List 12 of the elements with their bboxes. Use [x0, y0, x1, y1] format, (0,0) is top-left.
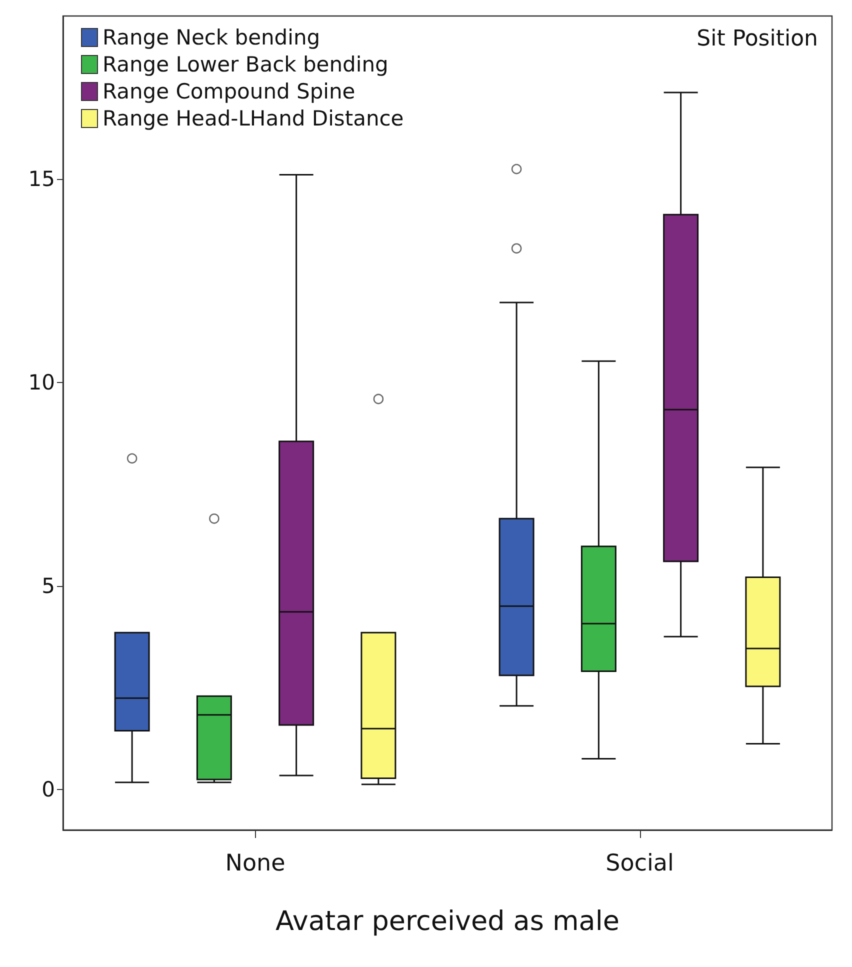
x-tick-label: Social: [606, 850, 674, 876]
y-tick-label: 5: [42, 574, 55, 598]
legend-label: Range Compound Spine: [102, 80, 356, 104]
legend-label: Range Head-LHand Distance: [102, 106, 404, 130]
x-axis-title: Avatar perceived as male: [276, 906, 620, 937]
y-tick-label: 15: [28, 166, 55, 191]
x-tick-label: None: [225, 850, 286, 876]
annotation: Sit Position: [696, 26, 818, 52]
y-tick-label: 10: [28, 370, 55, 394]
legend-label: Range Lower Back bending: [102, 52, 388, 76]
y-tick-label: 0: [42, 777, 55, 802]
legend-label: Range Neck bending: [102, 26, 320, 50]
